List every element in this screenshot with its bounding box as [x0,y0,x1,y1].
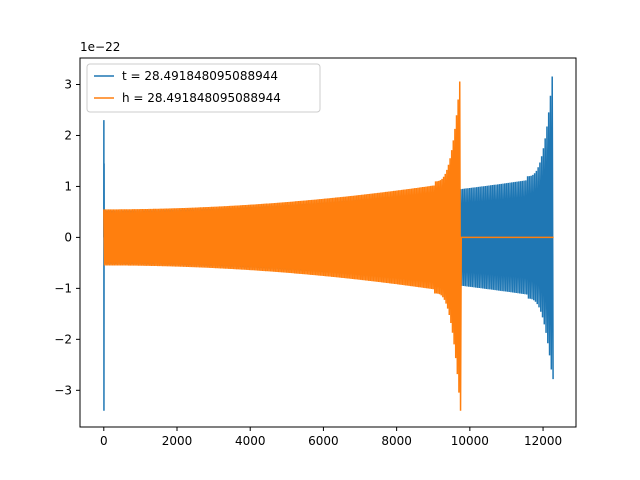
y-tick-label: −2 [54,332,72,346]
y-tick-label: 1 [64,179,72,193]
y-tick-label: 0 [64,230,72,244]
legend-label-h: h = 28.491848095088944 [122,91,281,105]
axes-layer: 0 2000 4000 6000 8000 10000 12000 −3 −2 −1 0 1 2 3 [54,57,577,448]
legend: t = 28.491848095088944 h = 28.4918480950… [86,63,321,113]
y-tick-label: −3 [54,383,72,397]
y-tick-label: 2 [64,128,72,142]
x-tick-label: 10000 [451,434,489,448]
y-tick-label: 3 [64,78,72,92]
axes-frame [79,57,577,428]
x-tick-label: 0 [100,434,108,448]
legend-frame [86,63,321,113]
x-tick-label: 2000 [162,434,193,448]
x-tick-label: 4000 [235,434,266,448]
y-axis-offset-text: 1e−22 [80,40,120,54]
y-tick-label: −1 [54,281,72,295]
x-tick-label: 12000 [524,434,562,448]
x-tick-label: 8000 [381,434,412,448]
series-line-h [103,81,554,411]
series-layer [103,76,554,411]
legend-label-t: t = 28.491848095088944 [122,69,278,83]
x-tick-label: 6000 [308,434,339,448]
